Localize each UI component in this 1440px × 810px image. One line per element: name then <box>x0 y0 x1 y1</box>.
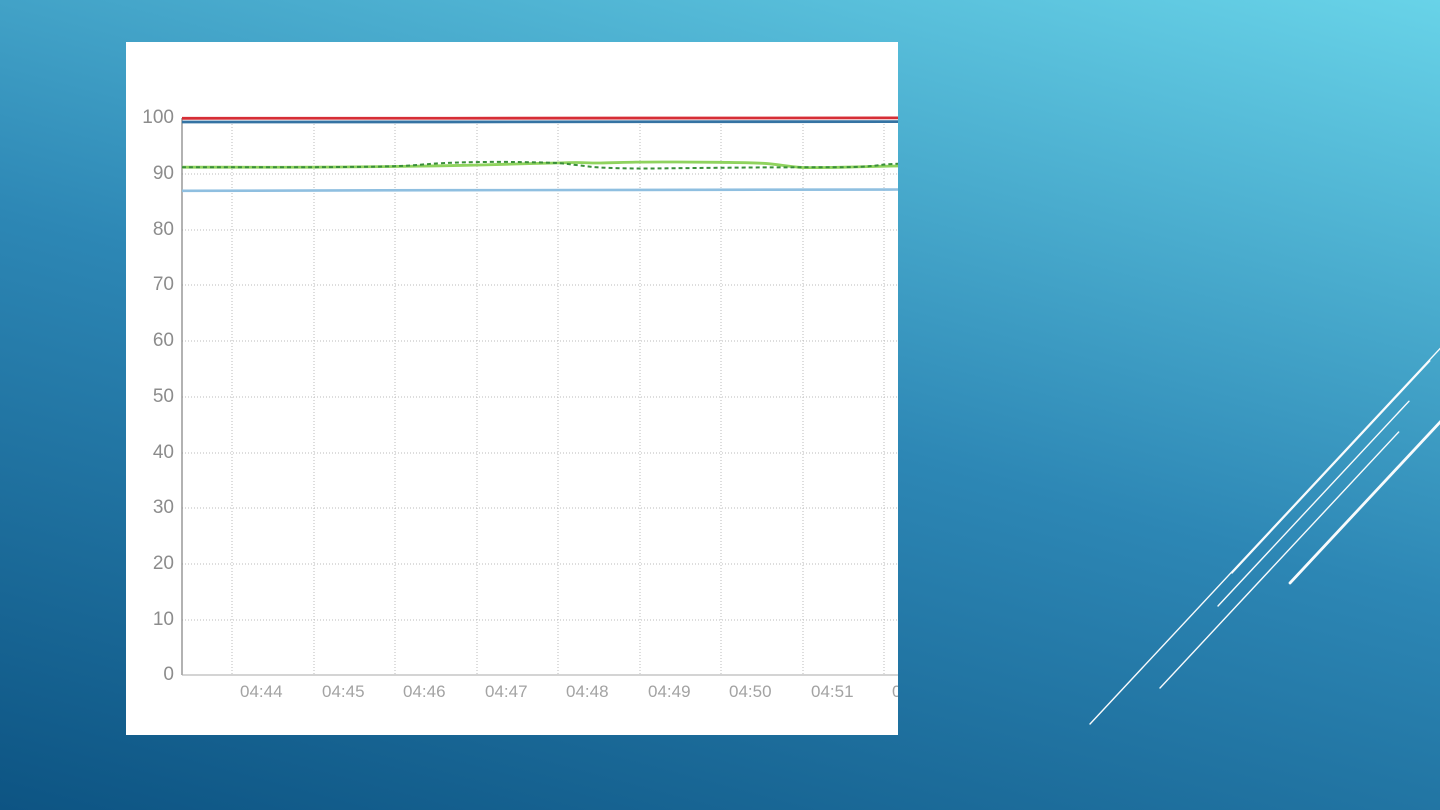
svg-text:90: 90 <box>153 163 174 184</box>
svg-text:40: 40 <box>153 442 174 463</box>
svg-text:100: 100 <box>142 107 174 128</box>
svg-text:04:45: 04:45 <box>322 682 365 701</box>
svg-text:04:48: 04:48 <box>566 682 609 701</box>
svg-text:04:46: 04:46 <box>403 682 446 701</box>
svg-text:0: 0 <box>892 682 898 701</box>
svg-text:10: 10 <box>153 609 174 630</box>
svg-text:04:50: 04:50 <box>729 682 772 701</box>
svg-text:0: 0 <box>163 664 174 685</box>
svg-text:20: 20 <box>153 553 174 574</box>
svg-text:80: 80 <box>153 219 174 240</box>
svg-text:50: 50 <box>153 386 174 407</box>
svg-text:60: 60 <box>153 330 174 351</box>
svg-text:04:44: 04:44 <box>240 682 283 701</box>
svg-text:04:51: 04:51 <box>811 682 854 701</box>
svg-text:70: 70 <box>153 274 174 295</box>
svg-text:04:49: 04:49 <box>648 682 691 701</box>
svg-text:30: 30 <box>153 497 174 518</box>
svg-text:04:47: 04:47 <box>485 682 528 701</box>
